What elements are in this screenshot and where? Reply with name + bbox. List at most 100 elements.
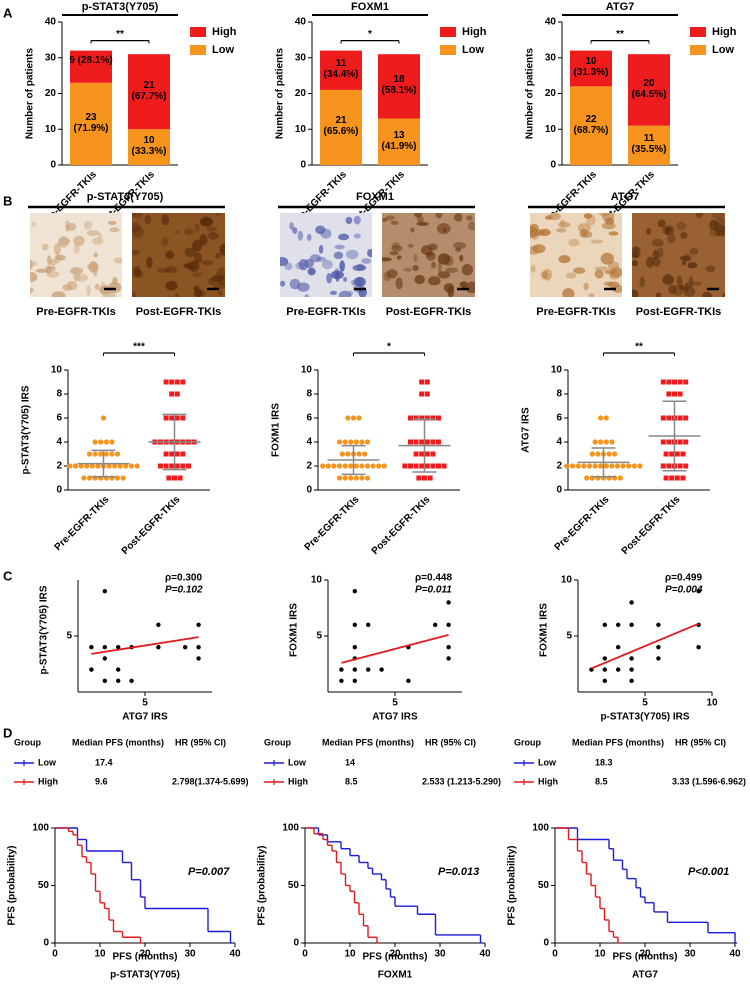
y-tick-label: 0 [56, 485, 62, 496]
x-tick-label: 10 [594, 949, 606, 960]
y-tick-label: 30 [545, 52, 557, 63]
table-header: HR (95% CI) [425, 737, 476, 747]
data-point [592, 439, 598, 445]
cell [304, 294, 309, 297]
data-point [430, 463, 436, 469]
data-point [84, 463, 90, 469]
data-point [102, 589, 108, 594]
cell [445, 267, 459, 273]
legend-label: High [212, 26, 237, 38]
y-tick-label: 6 [56, 413, 62, 424]
data-point [683, 415, 689, 421]
cell [326, 272, 333, 284]
cell [594, 266, 608, 271]
p-value: P=0.013 [438, 866, 479, 878]
data-point [356, 451, 362, 457]
data-point [629, 600, 634, 605]
cell [295, 262, 305, 270]
cell [132, 291, 137, 297]
data-point [575, 463, 581, 469]
data-point [436, 415, 441, 421]
cell [284, 262, 293, 271]
data-point [586, 463, 593, 469]
bar-segment [570, 86, 612, 165]
p-value: P=0.102 [165, 585, 203, 596]
data-point [180, 451, 186, 457]
micrograph-label: Post-EGFR-TKIs [386, 306, 472, 318]
data-point [163, 415, 169, 421]
cell [51, 291, 66, 297]
micrograph [530, 213, 622, 297]
table-header: Median PFS (months) [572, 737, 664, 747]
legend-label: Low [38, 757, 57, 767]
value-label: 9 (28.1%) [69, 54, 113, 66]
chart-title: ATG7 [606, 1, 635, 13]
cell [389, 251, 399, 256]
data-point [163, 463, 169, 469]
cell [73, 235, 85, 246]
y-axis-label: p-STAT3(Y705) IRS [21, 385, 32, 474]
y-axis-label: Number of patients [25, 48, 36, 140]
cell [608, 231, 619, 236]
cell [350, 279, 356, 286]
y-tick-label: 0 [550, 160, 556, 171]
table-header: Group [14, 737, 41, 747]
data-point [436, 439, 441, 445]
data-point [353, 463, 359, 469]
data-point [666, 379, 672, 385]
cell [453, 241, 467, 249]
p-value: P<0.001 [688, 866, 729, 878]
cell [656, 247, 664, 258]
cell [83, 220, 93, 230]
cell [459, 281, 468, 289]
data-point [353, 439, 359, 445]
cell [396, 255, 402, 260]
cell [208, 277, 216, 286]
value-label-box: 22 (68.7%) [573, 113, 609, 136]
data-point [408, 439, 413, 445]
p-value: P=0.011 [415, 585, 452, 596]
cell [594, 269, 604, 279]
data-point [348, 475, 354, 481]
data-point [413, 439, 419, 445]
median-value: 8.5 [595, 776, 608, 786]
cell [69, 267, 84, 275]
micrograph-title: p-STAT3(Y705) [87, 191, 164, 203]
data-point [359, 463, 365, 469]
value-label: 22 (68.7%) [573, 113, 609, 136]
data-point [342, 463, 348, 469]
data-point [72, 463, 79, 469]
cell [467, 221, 475, 231]
cell [30, 272, 38, 282]
data-point [89, 667, 94, 672]
cell [207, 231, 219, 240]
data-point [616, 667, 621, 672]
y-axis-label: PFS (probability) [257, 846, 268, 926]
x-tick-label: 30 [684, 949, 696, 960]
data-point [424, 463, 430, 469]
data-point [433, 622, 438, 627]
value-label-box: 21 (65.6%) [323, 115, 358, 137]
data-point [364, 439, 371, 445]
y-tick-label: 0 [306, 485, 312, 496]
data-point [196, 645, 201, 650]
data-point [117, 463, 123, 469]
rho-label: ρ=0.448 [415, 573, 452, 584]
data-point [336, 475, 343, 481]
data-point [683, 379, 689, 385]
cell [390, 220, 399, 226]
data-point [629, 656, 634, 661]
legend-swatch [190, 27, 206, 37]
value-label: 23 (71.9%) [73, 111, 109, 134]
cell [538, 228, 551, 237]
data-point [637, 463, 643, 469]
legend-swatch [690, 45, 706, 55]
cell [91, 237, 104, 245]
chart-title: FOXM1 [351, 1, 389, 13]
cell [454, 213, 463, 222]
cell [200, 217, 214, 226]
x-tick-label: 5 [142, 698, 148, 709]
micrograph [632, 213, 725, 297]
data-point [427, 475, 433, 481]
